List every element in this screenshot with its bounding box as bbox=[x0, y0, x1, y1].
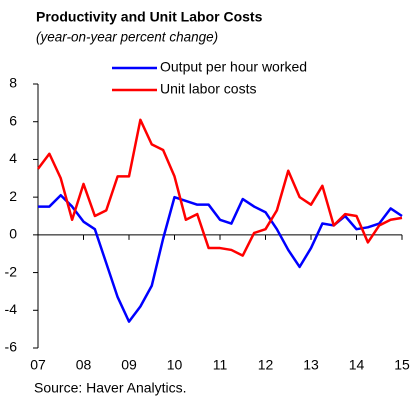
x-tick-label: 09 bbox=[121, 357, 137, 373]
legend-label: Unit labor costs bbox=[160, 81, 256, 97]
x-tick-label: 13 bbox=[303, 357, 319, 373]
chart-subtitle: (year-on-year percent change) bbox=[36, 30, 218, 45]
x-tick-label: 08 bbox=[76, 357, 92, 373]
x-tick-label: 11 bbox=[213, 357, 228, 373]
x-tick-label: 12 bbox=[258, 357, 274, 373]
source-note: Source: Haver Analytics. bbox=[34, 380, 187, 396]
legend-label: Output per hour worked bbox=[160, 59, 307, 75]
y-tick-label: 2 bbox=[9, 188, 17, 204]
x-tick-label: 15 bbox=[394, 357, 410, 373]
y-tick-label: 6 bbox=[9, 112, 17, 128]
y-tick-label: 0 bbox=[9, 226, 17, 242]
x-tick-label: 10 bbox=[167, 357, 183, 373]
chart-title: Productivity and Unit Labor Costs bbox=[36, 9, 263, 25]
y-tick-label: -2 bbox=[5, 263, 18, 279]
y-tick-label: 8 bbox=[9, 75, 17, 91]
y-tick-label: 4 bbox=[9, 150, 17, 166]
y-tick-label: -4 bbox=[5, 301, 18, 317]
data-line bbox=[37, 118, 403, 257]
x-tick-label: 07 bbox=[30, 357, 46, 373]
y-tick-label: -6 bbox=[5, 339, 18, 355]
x-tick-label: 14 bbox=[349, 357, 365, 373]
